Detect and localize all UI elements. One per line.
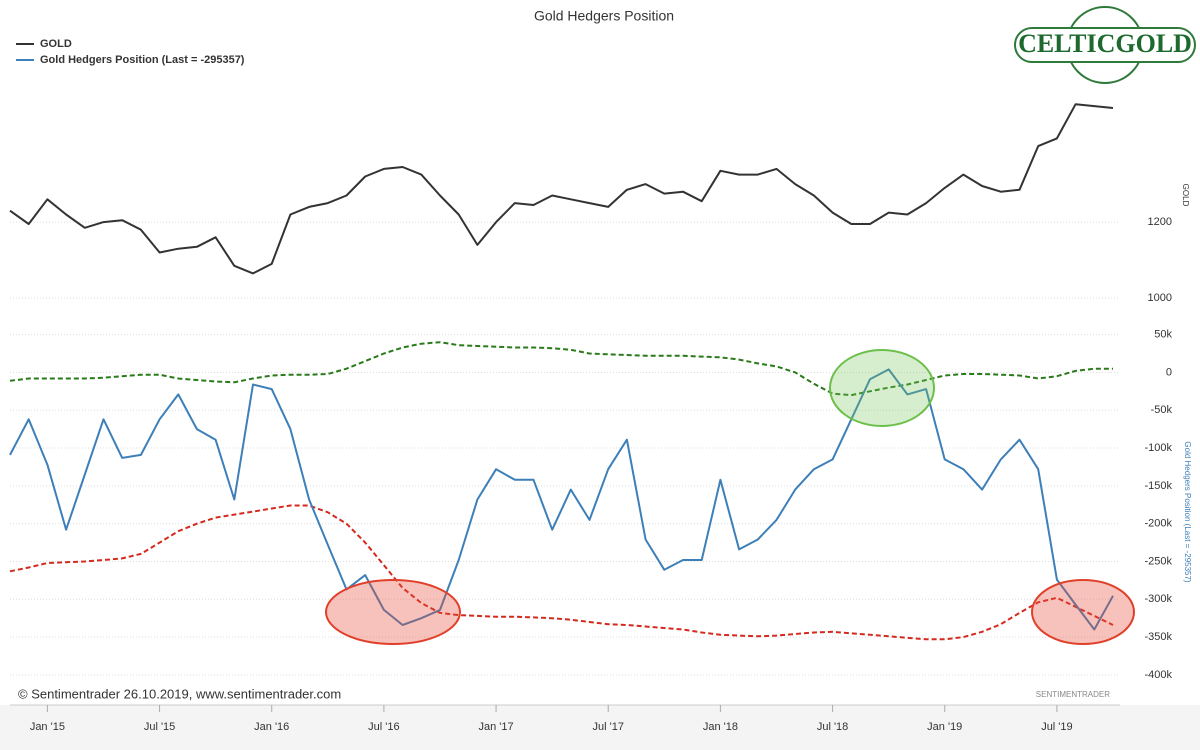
highlight-ellipse [1031, 579, 1135, 645]
y-tick-label: -400k [1144, 669, 1172, 681]
y-tick-label: 1200 [1148, 216, 1172, 228]
x-tick-label: Jan '17 [478, 721, 513, 733]
band-line [9, 504, 1114, 641]
x-tick-label: Jul '17 [593, 721, 624, 733]
y-tick-label: 50k [1154, 329, 1172, 341]
logo-plate [1014, 27, 1196, 63]
x-tick-label: Jul '15 [144, 721, 175, 733]
watermark: SENTIMENTRADER [1036, 690, 1110, 699]
legend-label: GOLD [40, 38, 72, 50]
highlight-ellipse [325, 579, 461, 645]
series-line [9, 103, 1114, 275]
x-tick-label: Jul '16 [368, 721, 399, 733]
y-tick-label: -50k [1151, 404, 1173, 416]
y-tick-label: -100k [1144, 442, 1172, 454]
x-tick-label: Jan '19 [927, 721, 962, 733]
x-tick-label: Jan '15 [30, 721, 65, 733]
y-axis-title: Gold Hedgers Position (Last = -295357) [1183, 441, 1192, 583]
chart-title: Gold Hedgers Position [534, 8, 674, 24]
y-tick-label: 0 [1166, 366, 1172, 378]
x-tick-label: Jul '18 [817, 721, 848, 733]
x-tick-label: Jan '16 [254, 721, 289, 733]
x-tick-label: Jan '18 [703, 721, 738, 733]
x-tick-label: Jul '19 [1041, 721, 1072, 733]
legend-label: Gold Hedgers Position (Last = -295357) [40, 54, 245, 66]
y-tick-label: -200k [1144, 518, 1172, 530]
logo: CELTICGOLD [1014, 6, 1196, 84]
x-axis-band [0, 705, 1200, 750]
series-line [9, 368, 1114, 631]
y-tick-label: -300k [1144, 593, 1172, 605]
y-tick-label: -350k [1144, 631, 1172, 643]
y-axis-title: GOLD [1181, 184, 1190, 207]
y-tick-label: 1000 [1148, 292, 1172, 304]
y-tick-label: -250k [1144, 555, 1172, 567]
logo-text: CELTICGOLD [1018, 29, 1192, 58]
y-tick-label: -150k [1144, 480, 1172, 492]
plots: 1000 1200 50k 0 -50k -100k -150k -200k -250k -300… [9, 103, 1173, 733]
credit: © Sentimentrader 26.10.2019, www.sentime… [18, 686, 341, 701]
highlight-ellipse [829, 349, 935, 427]
band-line [9, 341, 1113, 397]
